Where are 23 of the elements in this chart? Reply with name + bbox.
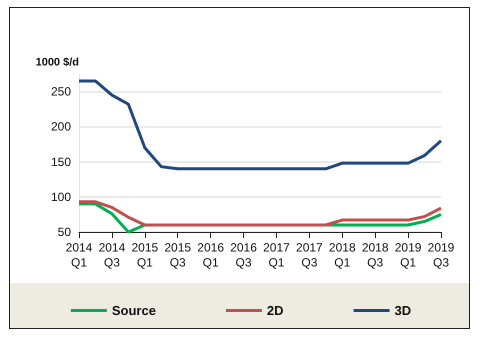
line-series [78, 200, 442, 226]
y-axis-title: 1000 $/d [36, 56, 79, 68]
x-tick-label: 2018 Q1 [328, 240, 356, 270]
x-tick-label: 2019 Q1 [394, 240, 422, 270]
y-tick-label: 100 [50, 190, 72, 204]
y-tick-label: 200 [50, 120, 72, 134]
x-tick-label: 2018 Q3 [362, 240, 389, 270]
x-tick-label: 2017 Q1 [263, 240, 290, 270]
x-tick-label: 2017 Q3 [296, 240, 324, 270]
legend-label: 3D [394, 303, 412, 318]
y-tick-label: 250 [50, 84, 72, 99]
legend-label: Source [112, 303, 156, 318]
x-tick-label: 2014 Q3 [98, 240, 126, 270]
x-tick-label: 2016 Q3 [230, 240, 258, 270]
x-tick-label: 2015 Q1 [131, 240, 158, 270]
y-tick-label: 150 [50, 154, 72, 169]
y-tick-label: 50 [58, 225, 72, 239]
x-tick-label: 2016 Q1 [197, 240, 224, 270]
line-series [78, 80, 442, 170]
legend-label: 2D [266, 303, 284, 318]
x-tick-label: 2015 Q3 [164, 240, 192, 270]
x-tick-label: 2014 Q1 [66, 240, 93, 270]
x-tick-label: 2019 Q3 [428, 240, 455, 270]
